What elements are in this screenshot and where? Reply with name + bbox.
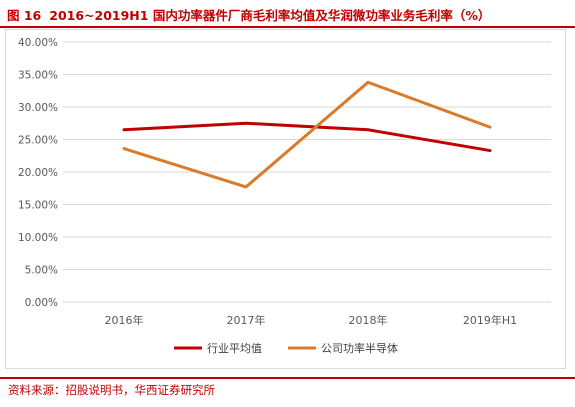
y-tick-label: 35.00%: [18, 70, 58, 82]
legend-label: 行业平均值: [207, 342, 262, 355]
figure-title: 图 16 2016~2019H1 国内功率器件厂商毛利率均值及华润微功率业务毛利…: [7, 5, 568, 23]
y-tick-label: 10.00%: [18, 232, 58, 244]
y-tick-label: 0.00%: [25, 297, 58, 309]
line-chart: 0.00% 5.00% 10.00% 15.00% 20.00% 25.00% 30.00%…: [18, 37, 551, 355]
legend-label: 公司功率半导体: [321, 341, 398, 355]
y-tick-label: 40.00%: [18, 37, 58, 49]
x-tick-label: 2019年H1: [463, 313, 517, 327]
y-tick-label: 5.00%: [25, 265, 58, 277]
title-divider: [0, 26, 575, 28]
x-tick-label: 2018年: [349, 313, 388, 327]
figure-title-text: 2016~2019H1 国内功率器件厂商毛利率均值及华润微功率业务毛利率（%）: [49, 7, 491, 23]
series-line-company-power-semiconductor: [122, 80, 492, 189]
chart-container: 0.00% 5.00% 10.00% 15.00% 20.00% 25.00% 30.00%…: [5, 29, 566, 369]
y-tick-label: 25.00%: [18, 135, 58, 147]
series-line-industry-average: [122, 121, 492, 153]
y-tick-label: 20.00%: [18, 167, 58, 179]
x-tick-label: 2016年: [105, 313, 144, 327]
y-tick-label: 30.00%: [18, 102, 58, 114]
x-tick-label: 2017年: [227, 313, 266, 327]
source-divider: [0, 377, 575, 379]
y-tick-label: 15.00%: [18, 200, 58, 212]
source-note: 资料来源：招股说明书，华西证券研究所: [8, 383, 215, 397]
figure-number: 图 16: [7, 7, 42, 23]
